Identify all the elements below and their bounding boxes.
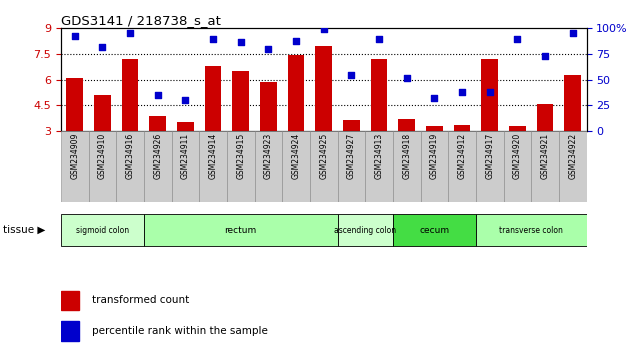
- Text: transformed count: transformed count: [92, 295, 190, 306]
- Bar: [94, 95, 111, 131]
- Bar: [88, 131, 116, 202]
- Bar: [338, 214, 393, 246]
- Bar: [343, 120, 360, 131]
- Bar: [454, 125, 470, 131]
- Point: [457, 89, 467, 95]
- Bar: [122, 59, 138, 131]
- Text: cecum: cecum: [419, 225, 449, 235]
- Text: tissue ▶: tissue ▶: [3, 225, 46, 235]
- Bar: [67, 78, 83, 131]
- Point: [512, 36, 522, 41]
- Bar: [338, 131, 365, 202]
- Text: GSM234925: GSM234925: [319, 133, 328, 179]
- Text: GSM234926: GSM234926: [153, 133, 162, 179]
- Point: [567, 31, 578, 36]
- Bar: [420, 131, 448, 202]
- Text: GSM234914: GSM234914: [208, 133, 217, 179]
- Bar: [149, 115, 166, 131]
- Text: GSM234927: GSM234927: [347, 133, 356, 179]
- Bar: [254, 131, 282, 202]
- Text: rectum: rectum: [224, 225, 257, 235]
- Bar: [481, 59, 498, 131]
- Text: GSM234909: GSM234909: [71, 133, 79, 179]
- Text: GDS3141 / 218738_s_at: GDS3141 / 218738_s_at: [61, 14, 221, 27]
- Text: sigmoid colon: sigmoid colon: [76, 225, 129, 235]
- Text: transverse colon: transverse colon: [499, 225, 563, 235]
- Point: [374, 36, 384, 41]
- Text: GSM234910: GSM234910: [98, 133, 107, 179]
- Bar: [260, 82, 277, 131]
- Text: ascending colon: ascending colon: [334, 225, 396, 235]
- Text: GSM234921: GSM234921: [540, 133, 549, 179]
- Bar: [315, 46, 332, 131]
- Bar: [448, 131, 476, 202]
- Bar: [177, 122, 194, 131]
- Bar: [564, 75, 581, 131]
- Bar: [476, 214, 587, 246]
- Point: [263, 46, 274, 52]
- Bar: [172, 131, 199, 202]
- Text: GSM234912: GSM234912: [458, 133, 467, 179]
- Bar: [144, 131, 172, 202]
- Point: [153, 92, 163, 98]
- Text: GSM234916: GSM234916: [126, 133, 135, 179]
- Bar: [476, 131, 504, 202]
- Point: [319, 27, 329, 32]
- Bar: [199, 131, 227, 202]
- Text: GSM234913: GSM234913: [374, 133, 383, 179]
- Bar: [310, 131, 338, 202]
- Bar: [399, 119, 415, 131]
- Bar: [537, 104, 553, 131]
- Bar: [61, 214, 144, 246]
- Bar: [365, 131, 393, 202]
- Text: GSM234915: GSM234915: [237, 133, 246, 179]
- Point: [208, 36, 218, 41]
- Bar: [233, 71, 249, 131]
- Bar: [426, 126, 443, 131]
- Text: GSM234911: GSM234911: [181, 133, 190, 179]
- Point: [346, 72, 356, 78]
- Text: GSM234919: GSM234919: [430, 133, 439, 179]
- Point: [236, 39, 246, 45]
- Bar: [204, 66, 221, 131]
- Text: GSM234924: GSM234924: [292, 133, 301, 179]
- Text: GSM234917: GSM234917: [485, 133, 494, 179]
- Point: [97, 44, 108, 50]
- Text: GSM234920: GSM234920: [513, 133, 522, 179]
- Bar: [509, 126, 526, 131]
- Bar: [227, 131, 254, 202]
- Text: percentile rank within the sample: percentile rank within the sample: [92, 326, 269, 336]
- Point: [291, 38, 301, 44]
- Bar: [370, 59, 387, 131]
- Text: GSM234922: GSM234922: [568, 133, 577, 179]
- Bar: [288, 55, 304, 131]
- Point: [485, 89, 495, 95]
- Text: GSM234923: GSM234923: [264, 133, 273, 179]
- Point: [125, 31, 135, 36]
- Bar: [393, 214, 476, 246]
- Point: [401, 75, 412, 80]
- Text: GSM234918: GSM234918: [402, 133, 411, 179]
- Point: [429, 95, 440, 101]
- Bar: [531, 131, 559, 202]
- Bar: [559, 131, 587, 202]
- Point: [540, 53, 550, 59]
- Bar: [393, 131, 420, 202]
- Point: [180, 97, 190, 103]
- Bar: [144, 214, 338, 246]
- Bar: [61, 131, 88, 202]
- Bar: [504, 131, 531, 202]
- Bar: [116, 131, 144, 202]
- Bar: [282, 131, 310, 202]
- Point: [70, 33, 80, 38]
- Bar: [61, 321, 79, 341]
- Bar: [61, 291, 79, 310]
